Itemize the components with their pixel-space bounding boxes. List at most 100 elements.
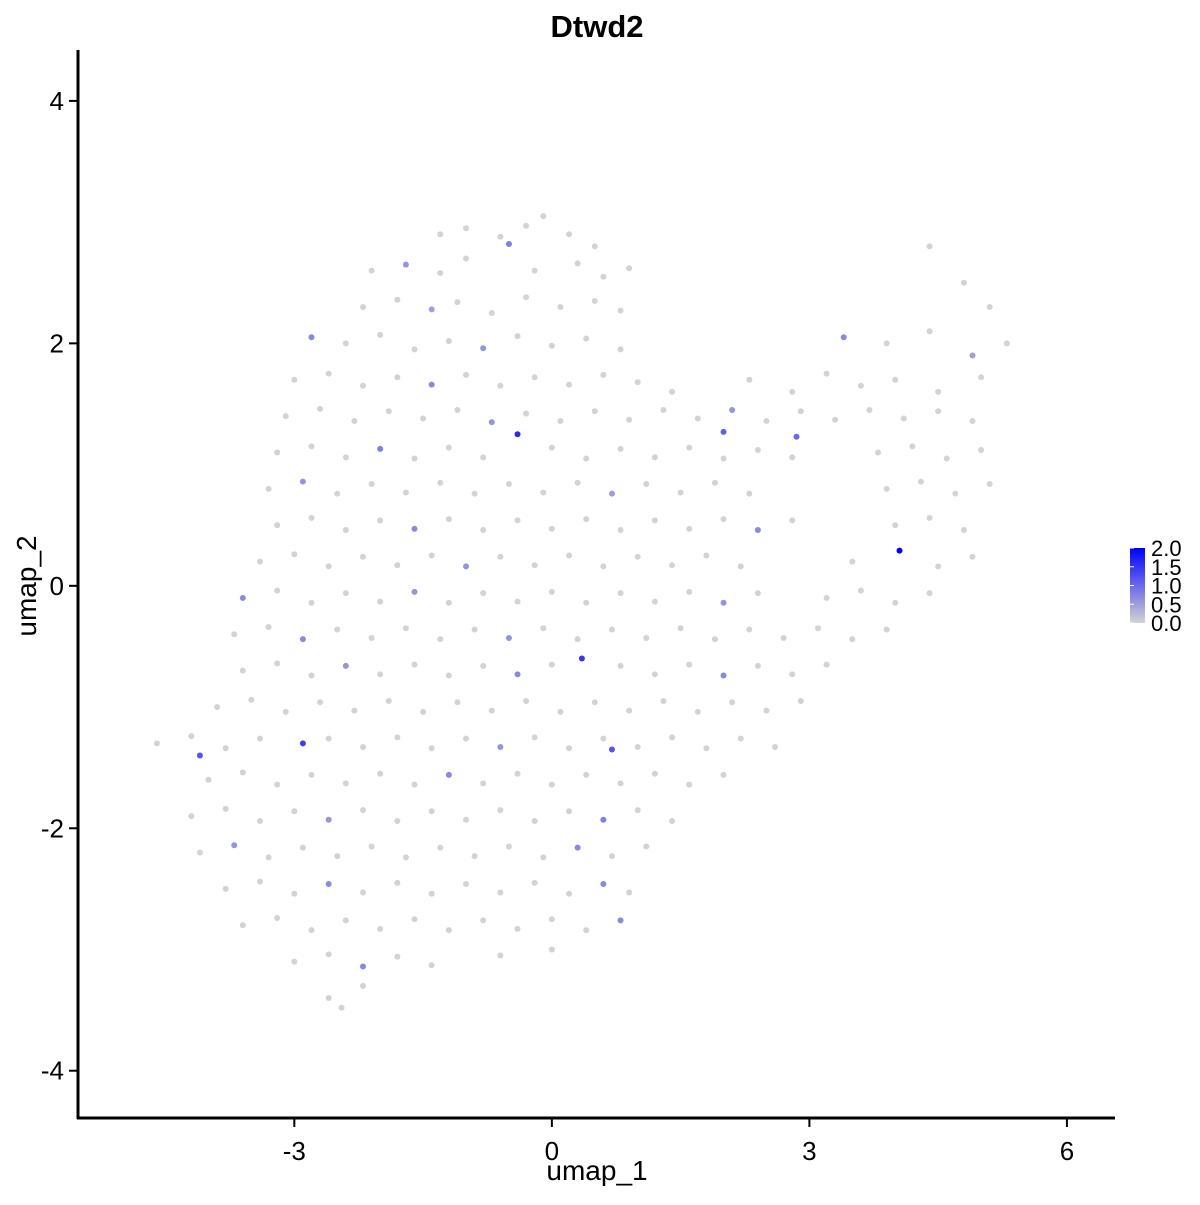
point <box>325 735 332 742</box>
chart-title: Dtwd2 <box>551 9 644 44</box>
point <box>926 328 933 335</box>
point <box>763 417 770 424</box>
point <box>342 590 349 597</box>
point <box>497 553 504 560</box>
point <box>600 881 607 888</box>
point <box>514 517 521 524</box>
point <box>385 697 392 704</box>
point <box>746 376 753 383</box>
point <box>248 696 255 703</box>
point <box>394 374 401 381</box>
point <box>548 781 555 788</box>
point <box>574 260 581 267</box>
x-axis-label: umap_1 <box>546 1155 647 1186</box>
y-tick-label: 0 <box>50 571 64 601</box>
point <box>274 914 281 921</box>
point <box>574 479 581 486</box>
point <box>875 449 882 456</box>
point <box>342 917 349 924</box>
point <box>960 527 967 534</box>
color-tick-label: 0.5 <box>1151 592 1182 617</box>
point <box>883 626 890 633</box>
point <box>634 807 641 814</box>
point <box>377 925 384 932</box>
point <box>651 454 658 461</box>
point <box>411 588 418 595</box>
point <box>428 306 435 313</box>
point <box>797 408 804 415</box>
point <box>789 454 796 461</box>
point <box>385 408 392 415</box>
point <box>849 558 856 565</box>
point <box>360 553 367 560</box>
point <box>338 1004 345 1011</box>
point <box>969 417 976 424</box>
point <box>686 661 693 668</box>
x-tick-label: -3 <box>283 1136 306 1166</box>
point <box>360 982 367 989</box>
point <box>789 671 796 678</box>
point <box>445 444 452 451</box>
point <box>308 672 315 679</box>
point <box>677 625 684 632</box>
point <box>342 340 349 347</box>
point <box>531 267 538 274</box>
point <box>566 381 573 388</box>
point <box>325 994 332 1001</box>
point <box>566 231 573 238</box>
point <box>626 416 633 423</box>
point <box>600 816 607 823</box>
point <box>360 963 367 970</box>
point <box>608 626 615 633</box>
point <box>617 917 624 924</box>
point <box>626 265 633 272</box>
point <box>566 745 573 752</box>
point <box>231 842 238 849</box>
point <box>686 781 693 788</box>
point <box>531 562 538 569</box>
point <box>497 889 504 896</box>
point <box>377 770 384 777</box>
point <box>463 371 470 378</box>
point <box>591 243 598 250</box>
point <box>342 527 349 534</box>
point <box>514 431 521 438</box>
point <box>454 299 461 306</box>
point <box>514 925 521 932</box>
point <box>497 382 504 389</box>
point <box>308 927 315 934</box>
point <box>883 485 890 492</box>
point <box>325 951 332 958</box>
point <box>377 445 384 452</box>
color-tick-label: 0.0 <box>1151 611 1182 636</box>
point <box>463 225 470 232</box>
point <box>694 415 701 422</box>
point <box>669 734 676 741</box>
point <box>368 480 375 487</box>
point <box>617 780 624 787</box>
point <box>308 443 315 450</box>
point <box>239 594 246 601</box>
y-tick-label: 2 <box>50 328 64 358</box>
point <box>720 428 727 435</box>
point <box>265 485 272 492</box>
point <box>711 636 718 643</box>
x-tick-label: 3 <box>802 1136 816 1166</box>
point <box>634 553 641 560</box>
point <box>960 279 967 286</box>
point <box>909 443 916 450</box>
point <box>291 890 298 897</box>
point <box>832 416 839 423</box>
point <box>368 843 375 850</box>
point <box>746 490 753 497</box>
point <box>239 922 246 929</box>
point <box>256 878 263 885</box>
point <box>531 879 538 886</box>
point <box>729 407 736 414</box>
point <box>883 340 890 347</box>
point <box>737 735 744 742</box>
x-tick-label: 6 <box>1060 1136 1074 1166</box>
point <box>428 962 435 969</box>
point <box>591 297 598 304</box>
point <box>437 479 444 486</box>
